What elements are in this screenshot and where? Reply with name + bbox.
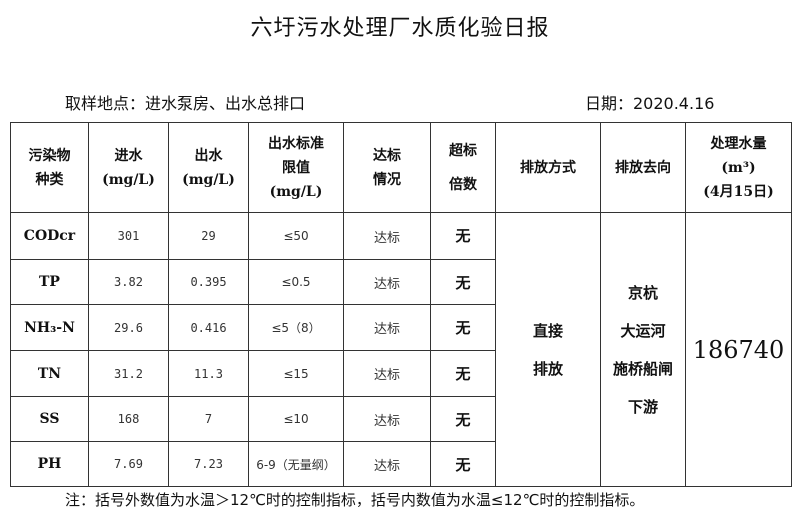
inflow-value: 29.6 (88, 304, 169, 351)
discharge-method: 直接 排放 (495, 212, 601, 487)
inflow-value: 31.2 (88, 350, 169, 397)
pollutant-name: NH₃-N (10, 304, 89, 351)
method-line: 直接 (532, 321, 563, 340)
report-title: 六圩污水处理厂水质化验日报 (250, 16, 550, 41)
sampling-site: 取样地点：进水泵房、出水总排口 (65, 94, 306, 113)
outflow-value: 29 (168, 212, 249, 260)
footnote: 注：括号外数值为水温＞12℃时的控制指标，括号内数值为水温≤12℃时的控制指标。 (65, 491, 645, 509)
exceed-value: 无 (430, 350, 496, 397)
header-inflow: 进水 (mg/L) (88, 122, 169, 213)
header-status: 达标 情况 (343, 122, 431, 213)
discharge-destination: 京杭大运河施桥船闸下游 (600, 212, 686, 487)
header-pollutant: 污染物 种类 (10, 122, 89, 213)
outflow-value: 11.3 (168, 350, 249, 397)
status-value: 达标 (343, 350, 431, 397)
header-volume: 处理水量 (m³) (4月15日) (685, 122, 792, 213)
outflow-value: 7.23 (168, 441, 249, 487)
table-row: CODcr 301 29 ≤50 达标无直接 排放 京杭 大运河 施桥船闸 下游 186740 (10, 212, 792, 487)
destination-line: 京杭 (627, 283, 658, 302)
destination-line: 下游 (627, 397, 658, 416)
outflow-value: 7 (168, 396, 249, 442)
table-row: PH 7.69 7.23 6-9（无量纲） 达标无 (10, 441, 792, 487)
destination-line: 施桥船闸 (612, 359, 673, 378)
inflow-value: 7.69 (88, 441, 169, 487)
destination-line: 大运河 (620, 321, 666, 340)
outflow-value: 0.416 (168, 304, 249, 351)
pollutant-name: CODcr (10, 212, 89, 260)
table-row: SS 168 7 ≤10 达标无 (10, 396, 792, 442)
pollutant-name: TN (10, 350, 89, 397)
exceed-value: 无 (430, 259, 496, 305)
pollutant-name: TP (10, 259, 89, 305)
pollutant-name: SS (10, 396, 89, 442)
limit-value: ≤50 (248, 212, 344, 260)
table-row: TP 3.82 0.395 ≤0.5 达标无 (10, 259, 792, 305)
inflow-value: 168 (88, 396, 169, 442)
header-outflow: 出水 (mg/L) (168, 122, 249, 213)
table-row: TN 31.2 11.3 ≤15 达标无 (10, 350, 792, 397)
water-quality-table: 污染物 种类 进水 (mg/L) 出水 (mg/L) 出水标准 限值 (mg/L) 达标情… (10, 122, 792, 487)
method-line: 排放 (532, 359, 563, 378)
treated-volume: 186740 (685, 212, 792, 487)
exceed-value: 无 (430, 212, 496, 260)
limit-value: ≤0.5 (248, 259, 344, 305)
limit-value: ≤15 (248, 350, 344, 397)
header-exceed: 超标 倍数 (430, 122, 496, 213)
limit-value: ≤5（8） (248, 304, 344, 351)
table-row: NH₃-N 29.6 0.416 ≤5（8） 达标无 (10, 304, 792, 351)
status-value: 达标 (343, 396, 431, 442)
outflow-value: 0.395 (168, 259, 249, 305)
exceed-value: 无 (430, 441, 496, 487)
status-value: 达标 (343, 259, 431, 305)
header-limit: 出水标准 限值 (mg/L) (248, 122, 344, 213)
exceed-value: 无 (430, 304, 496, 351)
header-destination: 排放去向 (600, 122, 686, 213)
header-row: 污染物 种类 进水 (mg/L) 出水 (mg/L) 出水标准 限值 (mg/L) 达标情… (10, 122, 792, 213)
exceed-value: 无 (430, 396, 496, 442)
limit-value: 6-9（无量纲） (248, 441, 344, 487)
status-value: 达标 (343, 441, 431, 487)
status-value: 达标 (343, 212, 431, 260)
limit-value: ≤10 (248, 396, 344, 442)
report-date: 日期：2020.4.16 (585, 94, 715, 113)
status-value: 达标 (343, 304, 431, 351)
inflow-value: 3.82 (88, 259, 169, 305)
pollutant-name: PH (10, 441, 89, 487)
header-method: 排放方式 (495, 122, 601, 213)
inflow-value: 301 (88, 212, 169, 260)
